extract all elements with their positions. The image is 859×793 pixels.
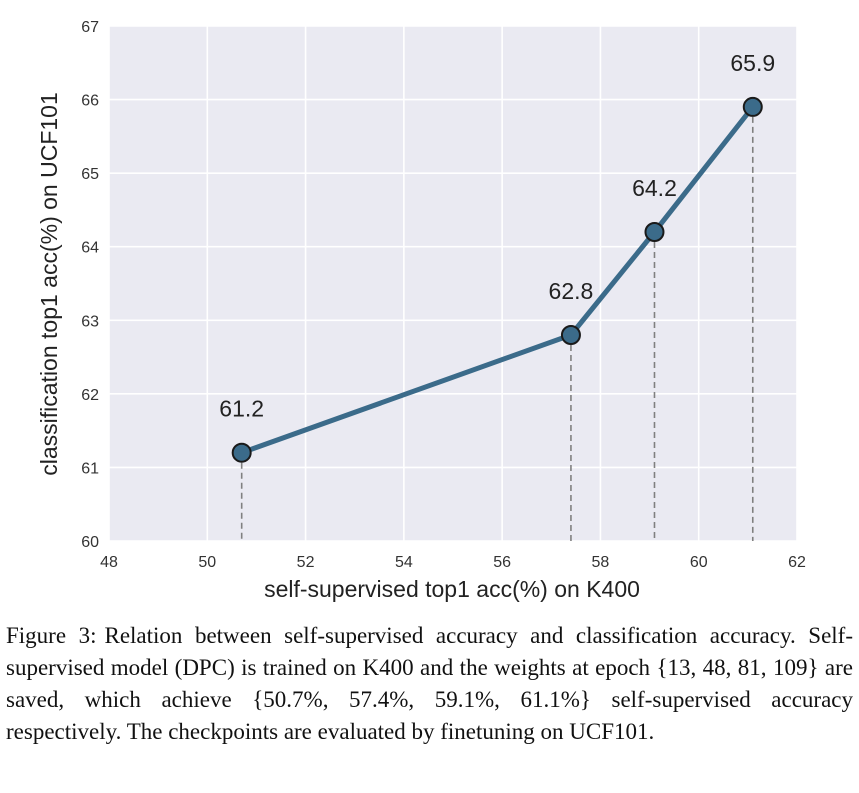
x-tick-label: 62 [788,554,806,571]
data-point [560,325,581,345]
data-point [231,442,252,463]
figure: 61.2 62.8 64.2 65.9 48 50 52 54 56 58 60 62 60 61 62 6… [36,19,806,602]
x-tick-label: 48 [100,554,118,571]
x-tick-label: 54 [395,554,413,571]
x-tick-label: 50 [198,554,216,571]
data-point [644,222,665,242]
caption-label: Figure 3: [6,623,97,648]
y-tick-label: 63 [81,313,99,330]
x-axis-label: self-supervised top1 acc(%) on K400 [264,576,640,602]
data-label: 65.9 [730,50,775,76]
data-label: 62.8 [549,278,594,304]
x-tick-label: 60 [690,554,708,571]
y-tick-label: 67 [81,19,99,36]
series-line [239,104,756,456]
x-tick-label: 52 [297,554,315,571]
figure-caption: Figure 3: Relation between self-supervise… [6,620,853,748]
y-tick-label: 60 [81,534,99,551]
y-tick-label: 61 [81,460,99,477]
data-point [742,96,763,117]
line-chart: 61.2 62.8 64.2 65.9 48 50 52 54 56 58 60 62 60 61 62 6… [36,19,806,602]
plot-area [109,26,797,541]
data-label: 64.2 [632,175,677,201]
data-label: 61.2 [219,396,264,422]
caption-text: Relation between self-supervised accurac… [6,623,853,744]
y-tick-label: 66 [81,93,99,110]
y-tick-label: 65 [81,166,99,183]
y-axis-label: classification top1 acc(%) on UCF101 [36,92,62,476]
y-tick-label: 64 [81,240,99,257]
x-tick-label: 56 [493,554,511,571]
x-tick-label: 58 [592,554,610,571]
y-tick-label: 62 [81,387,99,404]
